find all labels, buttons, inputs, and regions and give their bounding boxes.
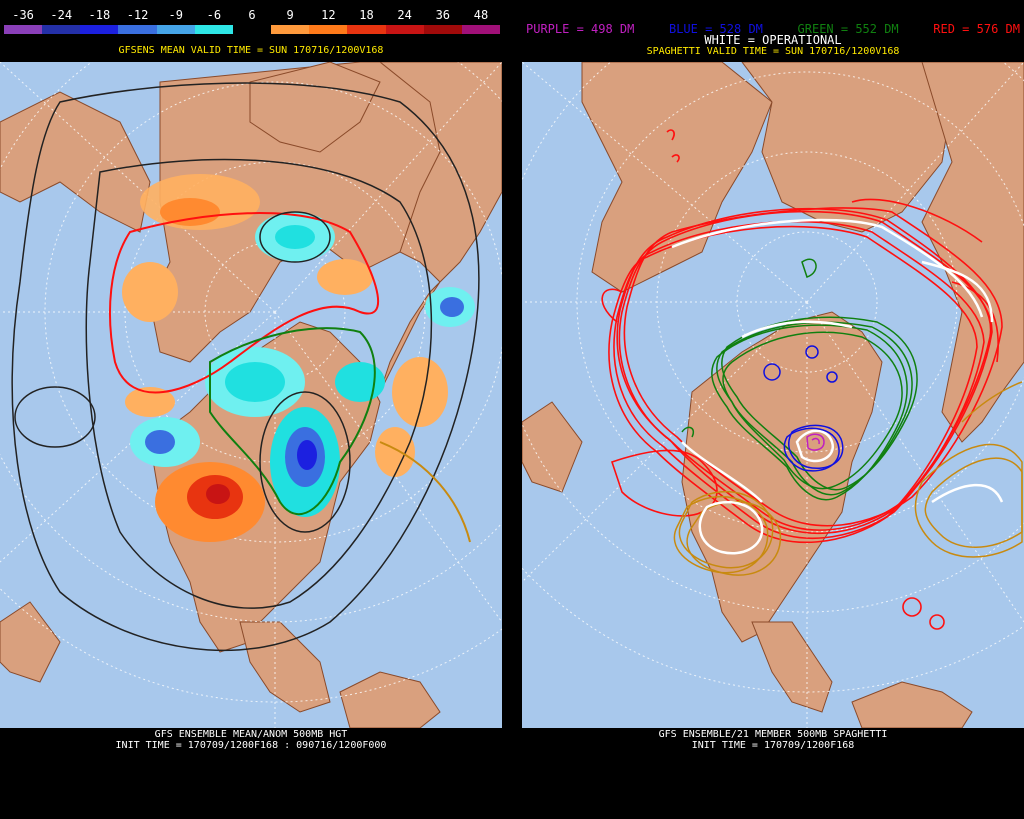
spaghetti-legend: PURPLE = 498 DM BLUE = 528 DM GREEN = 55… [522,22,1024,36]
valid-time-label: SPAGHETTI VALID TIME = SUN 170716/1200V1… [646,46,900,57]
legend-swatch [271,25,310,34]
init-time-label: INIT TIME = 170709/1200F168 [691,740,855,751]
legend-white-operational: WHITE = OPERATIONAL [704,33,842,47]
legend-swatch [347,25,386,34]
graticule [522,62,1024,728]
landmasses [0,62,502,728]
anomaly-legend-ticks: -36 -24 -18 -12 -9 -6 6 9 12 18 24 36 48 [4,8,500,22]
chart-title: GFS ENSEMBLE MEAN/ANOM 500MB HGT [154,729,348,740]
gold-contours [673,381,1023,576]
legend-tick: 36 [435,8,451,22]
legend-green: GREEN = 552 DM [797,22,899,36]
legend-tick: -6 [206,8,222,22]
height-contours [11,82,480,652]
anomaly-shading [122,174,475,542]
legend-swatch [194,25,233,34]
legend-swatch [42,25,81,34]
legend-swatch [461,25,501,34]
legend-swatch [4,25,43,34]
ensemble-mean-panel: -36 -24 -18 -12 -9 -6 6 9 12 18 24 36 48… [0,0,502,819]
valid-time-label: GFSENS MEAN VALID TIME = SUN 170716/1200… [118,45,384,56]
legend-tick: -12 [126,8,149,22]
chart-title: GFS ENSEMBLE/21 MEMBER 500MB SPAGHETTI [658,729,888,740]
legend-swatch [423,25,462,34]
legend-tick: -24 [50,8,73,22]
legend-tick: 6 [248,8,256,22]
legend-red: RED = 576 DM [933,22,1020,36]
legend-swatch [309,25,348,34]
spaghetti-panel: PURPLE = 498 DM BLUE = 528 DM GREEN = 55… [522,0,1024,819]
legend-tick: 24 [397,8,412,22]
legend-swatch [118,25,157,34]
ensemble-mean-map [0,62,502,728]
legend-purple: PURPLE = 498 DM [526,22,635,36]
legend-swatch [232,25,272,34]
legend-tick: -9 [168,8,183,22]
legend-swatch [156,25,195,34]
init-time-label: INIT TIME = 170709/1200F168 : 090716/120… [115,740,387,751]
legend-tick: 18 [359,8,374,22]
legend-blue: BLUE = 528 DM [668,22,763,36]
legend-swatch [385,25,424,34]
anomaly-color-scale [4,25,501,34]
purple-498-contours [806,433,825,451]
legend-tick: -18 [88,8,111,22]
spaghetti-map [522,62,1024,728]
legend-tick: 12 [321,8,336,22]
white-operational-contours [671,218,1004,555]
legend-swatch [80,25,119,34]
legend-tick: 48 [473,8,489,22]
legend-tick: 9 [286,8,294,22]
legend-tick: -36 [12,8,34,22]
blue-528-contours [763,345,844,472]
red-576-contours [601,129,1003,630]
